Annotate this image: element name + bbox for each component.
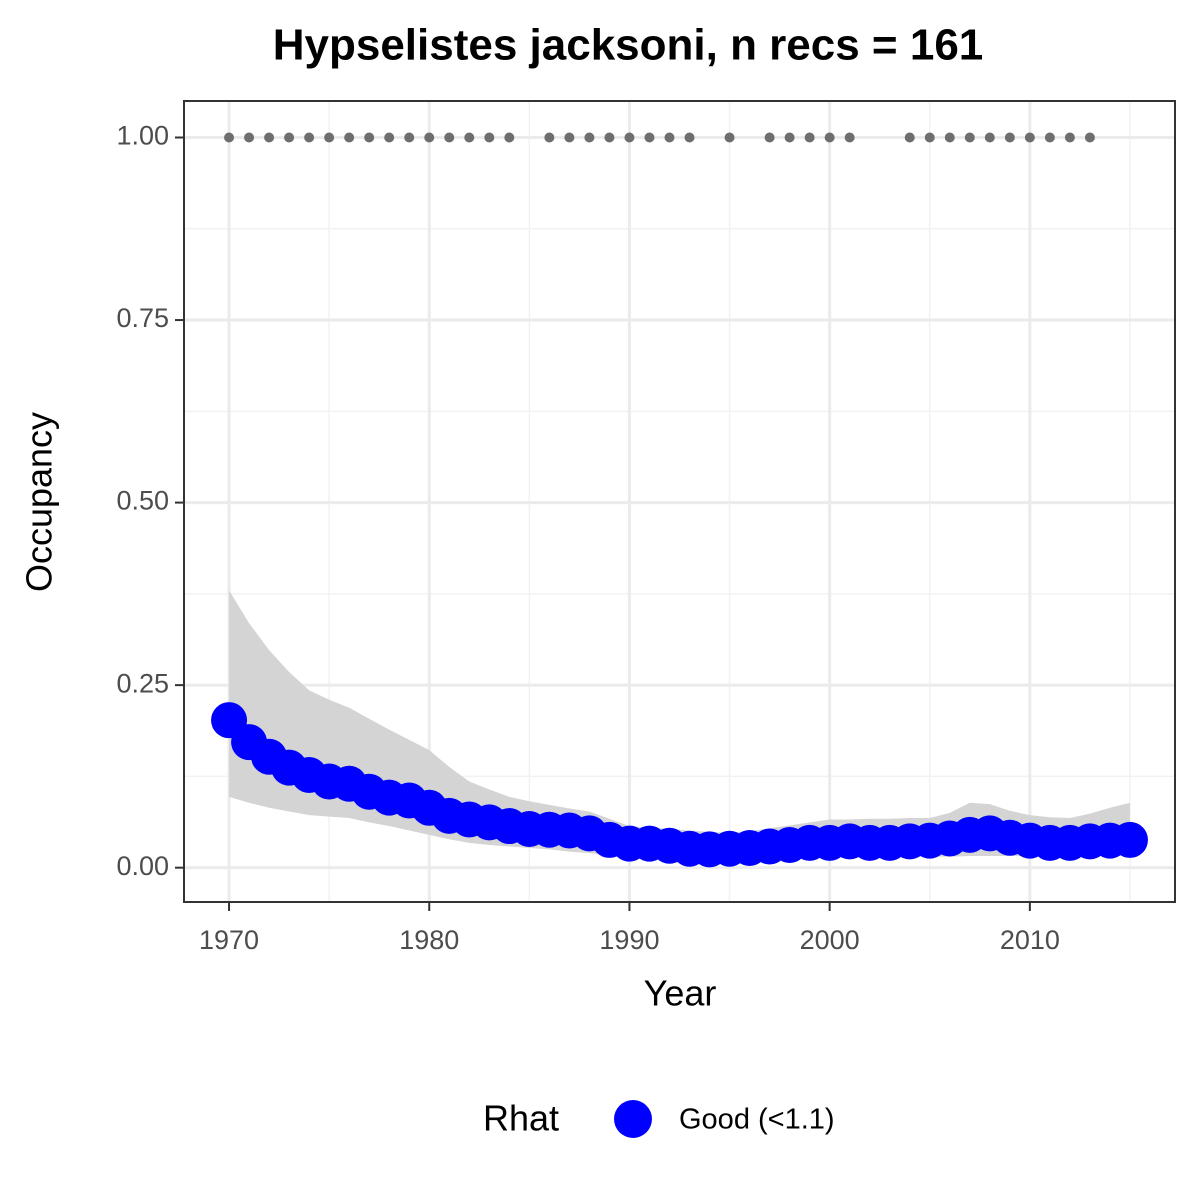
point — [1111, 821, 1148, 858]
record-point — [764, 132, 775, 143]
chart-title: Hypselistes jacksoni, n recs = 161 — [273, 21, 984, 70]
legend-label: Good (<1.1) — [679, 1104, 835, 1136]
x-tick-label: 1980 — [399, 925, 459, 955]
record-point — [984, 132, 995, 143]
record-point — [344, 132, 355, 143]
record-point — [664, 132, 675, 143]
record-point — [1064, 132, 1075, 143]
y-tick-label: 1.00 — [116, 121, 169, 151]
record-point — [824, 132, 835, 143]
record-point — [604, 132, 615, 143]
x-tick-label: 2010 — [1000, 925, 1060, 955]
record-point — [564, 132, 575, 143]
legend-swatch — [614, 1100, 652, 1138]
record-point — [1084, 132, 1095, 143]
record-point — [324, 132, 335, 143]
record-point — [684, 132, 695, 143]
record-point — [784, 132, 795, 143]
record-point — [484, 132, 495, 143]
record-point — [1004, 132, 1015, 143]
plot-border — [183, 100, 1176, 903]
y-axis-title: Occupancy — [19, 412, 60, 592]
record-point — [244, 132, 255, 143]
record-point — [304, 132, 315, 143]
y-tick-label: 0.75 — [116, 303, 169, 333]
record-point — [384, 132, 395, 143]
record-point — [224, 132, 235, 143]
record-point — [904, 132, 915, 143]
legend-title: Rhat — [483, 1098, 559, 1139]
record-point — [624, 132, 635, 143]
record-point — [724, 132, 735, 143]
record-point — [1024, 132, 1035, 143]
record-point — [544, 132, 555, 143]
ribbon — [229, 590, 1130, 860]
record-point — [844, 132, 855, 143]
record-point — [944, 132, 955, 143]
record-point — [444, 132, 455, 143]
record-point — [284, 132, 295, 143]
record-point — [964, 132, 975, 143]
record-point — [584, 132, 595, 143]
record-point — [644, 132, 655, 143]
x-tick-label: 1990 — [599, 925, 659, 955]
record-point — [364, 132, 375, 143]
y-tick-label: 0.25 — [116, 668, 169, 698]
x-tick-label: 2000 — [800, 925, 860, 955]
record-point — [264, 132, 275, 143]
x-axis-title: Year — [644, 973, 717, 1014]
record-point — [504, 132, 515, 143]
y-tick-label: 0.00 — [116, 851, 169, 881]
record-point — [804, 132, 815, 143]
record-point — [1044, 132, 1055, 143]
record-point — [924, 132, 935, 143]
record-point — [464, 132, 475, 143]
record-point — [424, 132, 435, 143]
y-tick-label: 0.50 — [116, 486, 169, 516]
x-tick-label: 1970 — [199, 925, 259, 955]
record-point — [404, 132, 415, 143]
